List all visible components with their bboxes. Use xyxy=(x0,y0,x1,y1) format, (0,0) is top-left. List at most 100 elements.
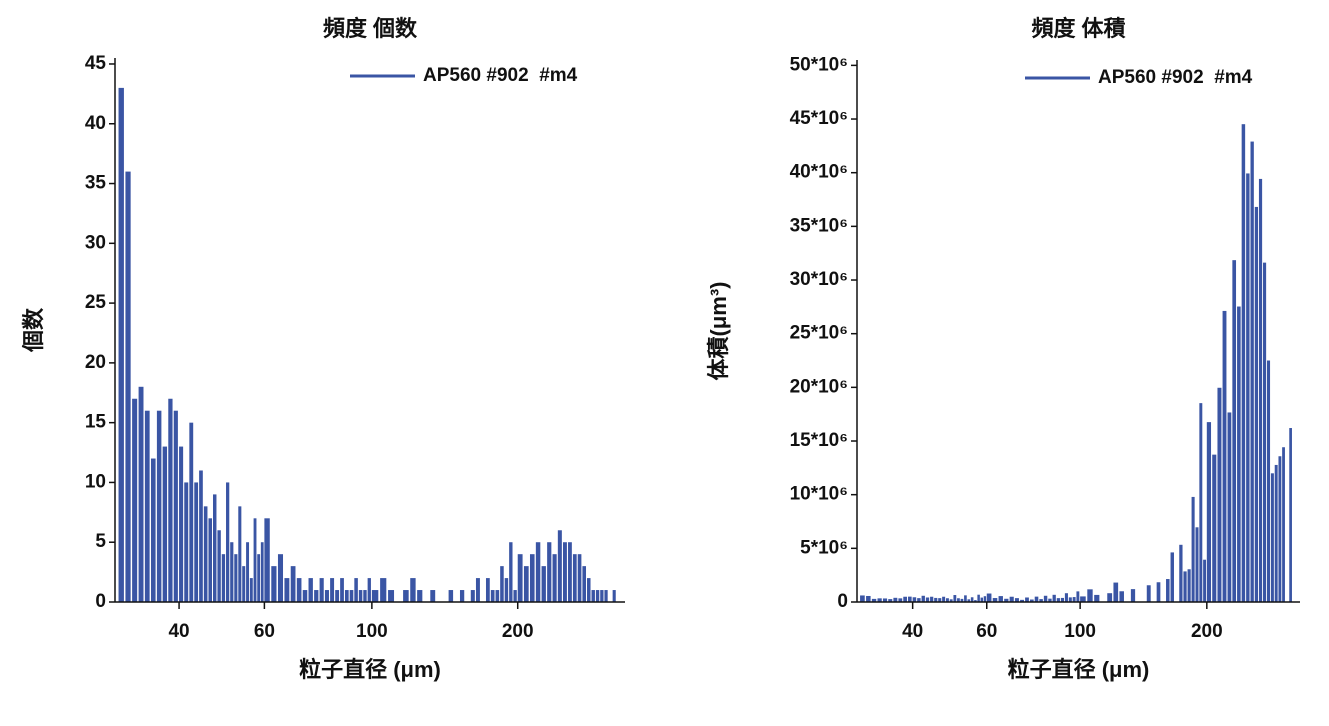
bar xyxy=(1009,596,1014,602)
bar xyxy=(1025,597,1029,602)
bar xyxy=(977,594,980,602)
bar xyxy=(1048,598,1052,602)
bar xyxy=(957,598,960,602)
bar xyxy=(1183,571,1187,602)
bar xyxy=(144,410,150,602)
bar xyxy=(517,554,523,602)
bar xyxy=(430,590,436,602)
bar xyxy=(324,590,329,602)
bar xyxy=(314,590,319,602)
bar xyxy=(1232,260,1237,602)
bar xyxy=(203,506,208,602)
bar xyxy=(1203,559,1207,602)
bar xyxy=(1241,124,1246,602)
bar xyxy=(1113,582,1119,602)
bar xyxy=(371,590,379,602)
bar xyxy=(125,171,131,603)
bar xyxy=(960,598,964,602)
bar xyxy=(234,554,238,602)
bar xyxy=(509,542,513,602)
y-tick-label: 10*10⁶ xyxy=(790,484,848,505)
bar xyxy=(132,398,138,602)
bar xyxy=(485,578,490,602)
bar xyxy=(1237,306,1241,602)
bar xyxy=(917,598,921,602)
bar xyxy=(388,590,395,602)
y-axis-label: 体積(μm³) xyxy=(706,281,731,380)
bar xyxy=(903,596,907,602)
bar xyxy=(893,597,898,602)
bar xyxy=(1130,589,1136,602)
bar xyxy=(168,398,173,602)
bar xyxy=(604,590,608,602)
bar xyxy=(998,596,1003,602)
bar xyxy=(330,578,335,602)
bar xyxy=(925,597,930,602)
bar xyxy=(249,578,253,602)
bar xyxy=(967,599,971,602)
bar xyxy=(1107,593,1113,602)
x-tick-label: 60 xyxy=(254,621,275,642)
bar xyxy=(1087,589,1093,602)
y-tick-label: 25 xyxy=(85,292,107,313)
bar xyxy=(992,598,998,602)
bar xyxy=(403,590,409,602)
bar xyxy=(949,599,953,602)
bar xyxy=(582,566,587,602)
bar xyxy=(1156,582,1161,602)
x-tick-label: 200 xyxy=(1191,621,1223,642)
bar xyxy=(547,542,552,602)
bar xyxy=(1227,412,1232,602)
bar xyxy=(1052,594,1056,602)
bar xyxy=(475,578,480,602)
bar xyxy=(562,542,567,602)
bar xyxy=(118,87,124,602)
bar xyxy=(238,506,242,602)
bar xyxy=(470,590,475,602)
bar xyxy=(974,600,977,602)
bar xyxy=(1222,310,1227,602)
bar xyxy=(150,458,156,602)
bar xyxy=(1217,387,1222,602)
bar xyxy=(296,578,302,602)
bar xyxy=(877,598,882,602)
legend-label: AP560 #902 #m4 xyxy=(1098,67,1253,88)
bar xyxy=(459,590,465,602)
bar xyxy=(277,554,284,602)
bar xyxy=(448,590,454,602)
bar xyxy=(1282,447,1285,602)
bar xyxy=(1043,595,1048,602)
bar xyxy=(363,590,367,602)
bar xyxy=(866,595,871,602)
bar xyxy=(199,470,203,602)
y-tick-label: 30 xyxy=(85,232,106,253)
y-tick-label: 25*10⁶ xyxy=(790,323,848,344)
bar xyxy=(1020,599,1024,602)
y-tick-label: 20*10⁶ xyxy=(790,376,848,397)
bar xyxy=(271,566,277,602)
y-tick-label: 0 xyxy=(837,591,848,612)
bar xyxy=(860,595,865,602)
bar xyxy=(335,590,340,602)
bar xyxy=(1068,597,1072,602)
bar xyxy=(495,590,500,602)
bar xyxy=(490,590,495,602)
y-tick-label: 15 xyxy=(85,412,107,433)
bar xyxy=(1029,599,1034,602)
bar xyxy=(953,595,957,602)
bar xyxy=(577,554,582,602)
bar xyxy=(1199,403,1203,602)
bar xyxy=(1187,569,1191,602)
bar xyxy=(945,598,949,602)
bar xyxy=(552,554,557,602)
bar xyxy=(1191,496,1195,602)
bar xyxy=(1014,598,1019,602)
bar xyxy=(504,578,509,602)
bar xyxy=(983,596,987,602)
legend-label: AP560 #902 #m4 xyxy=(423,65,578,86)
bar xyxy=(138,386,144,602)
bar xyxy=(260,542,264,602)
y-axis-label: 個数 xyxy=(21,307,46,353)
x-tick-label: 40 xyxy=(168,621,189,642)
